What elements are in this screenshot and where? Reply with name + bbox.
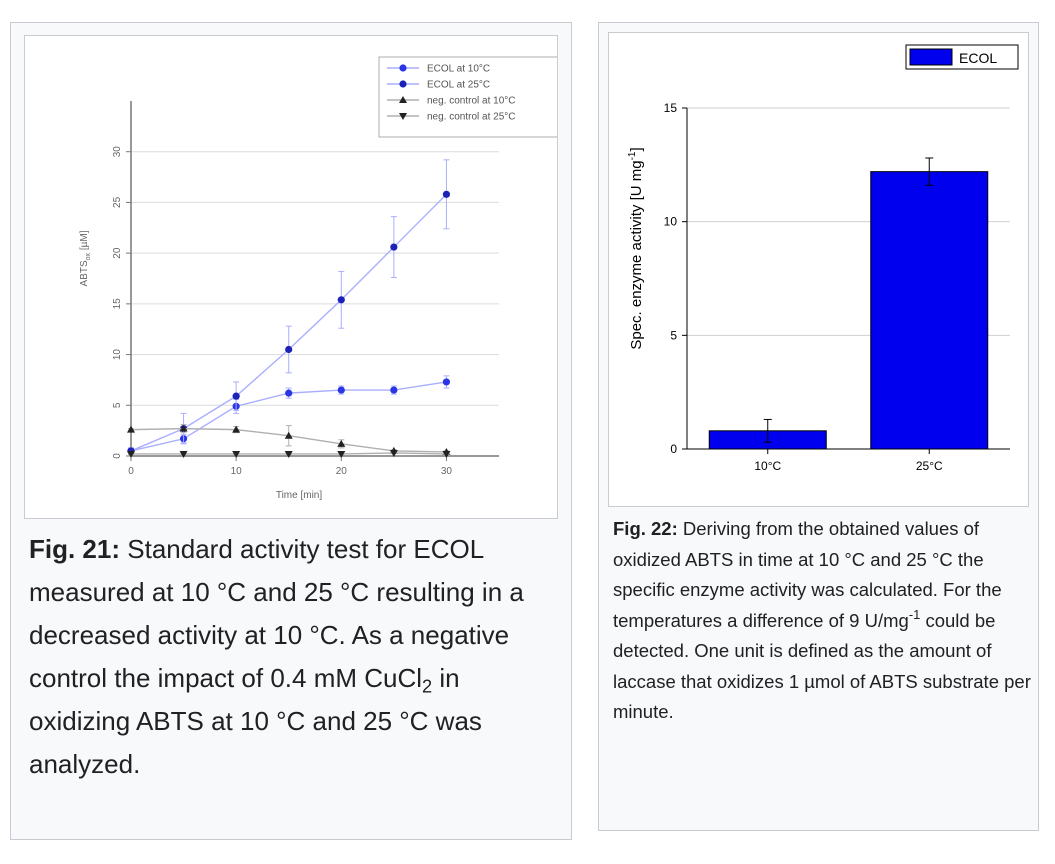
y-axis-title-main: Spec. enzyme activity [U mg [628, 160, 645, 349]
data-point [232, 425, 241, 433]
y-axis-title: Spec. enzyme activity [U mg-1] [627, 147, 645, 349]
y-axis-title-unit: [µM] [79, 230, 90, 253]
y-axis-title-subscript: ox [85, 252, 92, 260]
legend-label: neg. control at 25°C [427, 112, 516, 123]
data-point [179, 424, 188, 432]
series-ecol-at-25-c [127, 159, 451, 455]
legend-label: ECOL at 10°C [427, 64, 490, 75]
figure-22-caption: Fig. 22: Deriving from the obtained valu… [613, 514, 1033, 728]
series-neg-control-at-10-c [127, 424, 451, 455]
figure-21-caption: Fig. 21: Standard activity test for ECOL… [29, 528, 559, 786]
data-point [285, 389, 293, 397]
figure-22: 10°C 25°C 0 5 10 15 Spec. enzyme activity [U m… [598, 22, 1039, 831]
figure-22-image: 10°C 25°C 0 5 10 15 Spec. enzyme activity [U m… [608, 32, 1029, 507]
figure-21-caption-subscript: 2 [422, 676, 433, 697]
y-tick-label: 10 [112, 349, 123, 361]
legend-label: ECOL at 25°C [427, 80, 490, 91]
x-tick-label: 20 [336, 466, 348, 477]
figure-21-image: 0 5 10 15 20 25 30 0 10 20 30 Time [min] ABTSox [µM]… [24, 35, 558, 519]
data-point [179, 450, 188, 458]
data-point [337, 450, 346, 458]
figure-21-caption-text: Standard activity test for ECOL measured… [29, 534, 524, 693]
data-point [284, 431, 293, 439]
y-axis-title-end: ] [628, 147, 645, 151]
data-point [337, 296, 345, 304]
data-point [285, 345, 293, 354]
y-tick-label: 5 [112, 402, 123, 408]
y-tick-label: 0 [670, 442, 677, 456]
y-tick-label: 20 [112, 247, 123, 259]
figure-22-label: Fig. 22: [613, 518, 678, 539]
x-tick-label: 0 [128, 466, 134, 477]
legend-swatch [909, 48, 953, 66]
series-neg-control-at-25-c [127, 449, 451, 458]
legend-swatch-marker [399, 80, 407, 88]
figure-21: 0 5 10 15 20 25 30 0 10 20 30 Time [min] ABTSox [µM]… [10, 22, 572, 840]
x-axis-title: Time [min] [276, 490, 323, 501]
x-tick-label: 25°C [916, 459, 943, 473]
y-axis-title: ABTSox [µM] [79, 230, 92, 286]
data-point [442, 378, 451, 386]
y-axis-title-superscript: -1 [627, 151, 638, 160]
legend-frame [378, 56, 557, 138]
series-line [130, 193, 447, 452]
data-point [127, 450, 135, 458]
y-tick-label: 10 [664, 215, 678, 229]
data-point [390, 243, 398, 251]
legend-label: neg. control at 10°C [427, 96, 516, 107]
y-tick-label: 30 [112, 146, 123, 158]
figure-22-caption-superscript: -1 [908, 606, 921, 622]
legend: ECOL at 10°C ECOL at 25°C neg. control at … [378, 56, 557, 138]
legend-swatch-marker [399, 96, 407, 103]
bar-25-c [870, 171, 989, 450]
data-point [337, 439, 346, 447]
figure-21-label: Fig. 21: [29, 534, 121, 564]
y-tick-label: 15 [664, 101, 678, 115]
specific-activity-bar-chart: 10°C 25°C 0 5 10 15 Spec. enzyme activity [U m… [627, 44, 1019, 473]
figure-22-caption-text: Deriving from the obtained values of oxi… [613, 518, 1002, 631]
data-point [232, 450, 241, 458]
data-point [442, 190, 451, 198]
y-axis-title-main: ABTS [79, 260, 90, 286]
y-tick-label: 25 [112, 196, 123, 208]
legend-swatch-marker [399, 113, 407, 120]
x-tick-label: 30 [441, 466, 453, 477]
abts-time-course-chart: 0 5 10 15 20 25 30 0 10 20 30 Time [min] ABTSox [µM]… [79, 56, 557, 501]
x-tick-label: 10°C [754, 459, 781, 473]
legend-label: ECOL [959, 50, 997, 66]
data-point [390, 386, 398, 394]
legend: ECOL [905, 44, 1019, 70]
figure-22-caption-text-end: could be detected. One unit is defined a… [613, 609, 1031, 723]
data-point [284, 450, 293, 458]
data-point [232, 392, 240, 400]
data-point [127, 425, 135, 433]
x-tick-label: 10 [231, 466, 243, 477]
data-point [389, 449, 398, 457]
data-point [337, 386, 345, 394]
y-tick-label: 0 [112, 453, 123, 459]
data-point [442, 450, 451, 458]
y-tick-label: 15 [112, 298, 123, 310]
legend-swatch-marker [399, 64, 407, 72]
figure-21-caption-text-end: in oxidizing ABTS at 10 °C and 25 °C was… [29, 663, 482, 779]
y-tick-label: 5 [670, 328, 677, 342]
